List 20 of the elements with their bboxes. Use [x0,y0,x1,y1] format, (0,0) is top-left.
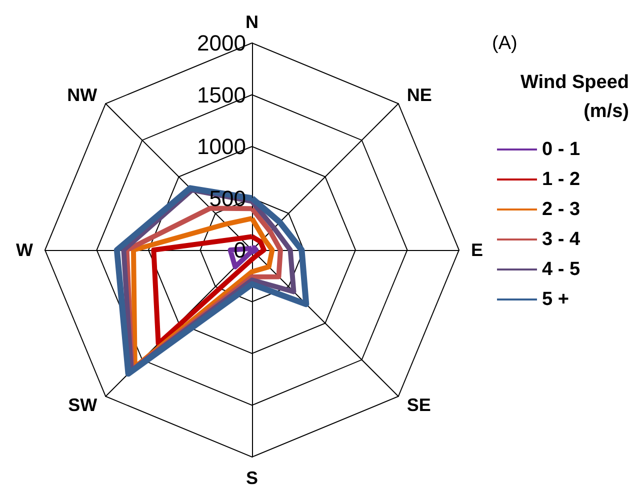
legend-label: 5 + [542,289,569,310]
spoke-label: N [246,12,258,32]
spoke-label: E [471,240,484,260]
y-tick-label: 1000 [197,134,246,159]
spoke-label: NE [406,85,432,106]
spoke-label: SW [68,394,98,415]
y-tick-label: 1500 [197,82,246,108]
legend-label: 4 - 5 [542,259,580,280]
legend-title: Wind Speed (m/s) [520,72,630,122]
legend-label: 2 - 3 [542,199,580,220]
y-tick-label: 2000 [197,30,246,56]
text: (A) [492,33,518,54]
spoke-label: W [16,240,33,260]
y-tick-label: 0 [234,238,246,262]
spoke-label: SE [406,394,431,415]
spoke-label: S [246,468,258,485]
legend-label: 3 - 4 [542,229,580,250]
spoke-label: NW [67,85,98,106]
legend-label: 0 - 1 [542,139,580,160]
legend-label: 1 - 2 [542,169,580,190]
